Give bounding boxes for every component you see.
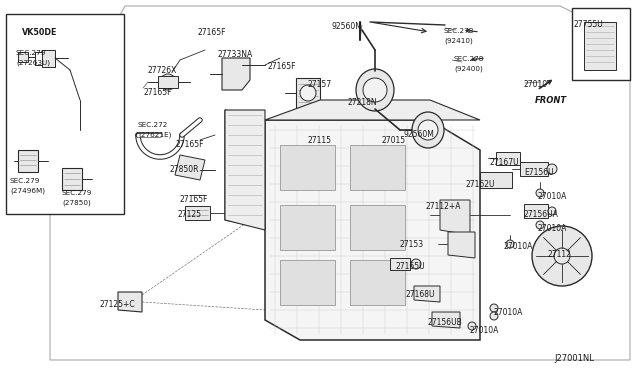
Circle shape [411, 259, 421, 269]
Bar [280, 145, 335, 190]
Text: 27153: 27153 [400, 240, 424, 249]
Polygon shape [480, 172, 512, 188]
Polygon shape [225, 110, 265, 230]
Polygon shape [18, 150, 38, 172]
Text: VK50DE: VK50DE [22, 28, 58, 37]
Polygon shape [448, 232, 475, 258]
Text: J27001NL: J27001NL [554, 354, 594, 363]
Bar [6, 14, 124, 214]
Text: 27010A: 27010A [538, 224, 568, 233]
Text: SEC.278: SEC.278 [454, 56, 484, 62]
Polygon shape [18, 52, 28, 62]
Circle shape [468, 322, 476, 330]
Text: 27010A: 27010A [538, 192, 568, 201]
Text: (27263U): (27263U) [16, 60, 50, 67]
Circle shape [490, 304, 498, 312]
Bar [390, 258, 410, 270]
Bar [350, 145, 405, 190]
Bar [158, 76, 178, 88]
Text: 27165F: 27165F [268, 62, 296, 71]
Polygon shape [50, 6, 630, 360]
Ellipse shape [412, 112, 444, 148]
Polygon shape [440, 200, 470, 235]
Text: 92560M: 92560M [404, 130, 435, 139]
Text: (92410): (92410) [444, 38, 473, 45]
Text: 27165F: 27165F [180, 195, 209, 204]
Circle shape [554, 248, 570, 264]
Polygon shape [265, 120, 480, 340]
Text: 27755U: 27755U [574, 20, 604, 29]
Text: SEC.279: SEC.279 [16, 50, 46, 56]
Polygon shape [42, 50, 55, 67]
Text: 27733NA: 27733NA [218, 50, 253, 59]
Circle shape [536, 189, 544, 197]
Text: SEC.279: SEC.279 [62, 190, 92, 196]
Text: FRONT: FRONT [535, 96, 567, 105]
Text: 27726X: 27726X [148, 66, 177, 75]
Text: 27125+C: 27125+C [100, 300, 136, 309]
Bar [280, 205, 335, 250]
Polygon shape [222, 58, 250, 90]
Text: (27621E): (27621E) [138, 132, 172, 138]
Ellipse shape [356, 69, 394, 111]
Polygon shape [225, 110, 250, 225]
Text: 27010A: 27010A [504, 242, 533, 251]
Text: 27162U: 27162U [466, 180, 495, 189]
Polygon shape [296, 78, 320, 108]
Circle shape [536, 221, 544, 229]
Text: 27165F: 27165F [176, 140, 205, 149]
Text: 92560M: 92560M [332, 22, 363, 31]
Polygon shape [414, 286, 440, 302]
Text: SEC.272: SEC.272 [138, 122, 168, 128]
Text: 27010A: 27010A [470, 326, 499, 335]
Text: 27115: 27115 [308, 136, 332, 145]
Bar [280, 260, 335, 305]
Circle shape [506, 240, 514, 248]
Bar [350, 205, 405, 250]
Bar [350, 260, 405, 305]
Text: 27157: 27157 [308, 80, 332, 89]
Text: 27168U: 27168U [405, 290, 435, 299]
Text: 27010: 27010 [524, 80, 548, 89]
Circle shape [363, 78, 387, 102]
Text: 27850R: 27850R [170, 165, 200, 174]
Circle shape [532, 226, 592, 286]
Text: (27850): (27850) [62, 200, 91, 206]
Polygon shape [265, 100, 480, 120]
Polygon shape [520, 162, 548, 176]
Polygon shape [118, 292, 142, 312]
Text: 27218N: 27218N [348, 98, 378, 107]
Text: 27015: 27015 [382, 136, 406, 145]
Bar [572, 8, 630, 80]
Text: 27156UA: 27156UA [524, 210, 559, 219]
Text: (27496M): (27496M) [10, 188, 45, 195]
Polygon shape [175, 155, 205, 180]
Circle shape [160, 74, 176, 90]
Text: 27156UB: 27156UB [428, 318, 463, 327]
Text: E7156U: E7156U [524, 168, 554, 177]
Polygon shape [496, 152, 520, 165]
Circle shape [547, 164, 557, 174]
Text: 27112: 27112 [548, 250, 572, 259]
Text: SEC.279: SEC.279 [10, 178, 40, 184]
Polygon shape [185, 206, 210, 220]
Text: 27125: 27125 [178, 210, 202, 219]
Text: 27165F: 27165F [143, 88, 172, 97]
Text: 27167U: 27167U [490, 158, 520, 167]
Polygon shape [432, 312, 460, 328]
Text: 27165F: 27165F [198, 28, 227, 37]
Bar [584, 22, 616, 70]
Circle shape [418, 120, 438, 140]
Circle shape [548, 207, 556, 215]
Text: 27010A: 27010A [494, 308, 524, 317]
Polygon shape [524, 204, 548, 218]
Circle shape [300, 85, 316, 101]
Polygon shape [62, 168, 82, 190]
Text: 27165U: 27165U [395, 262, 424, 271]
Circle shape [490, 312, 498, 320]
Text: 27112+A: 27112+A [425, 202, 461, 211]
Text: (92400): (92400) [454, 66, 483, 73]
Text: SEC.278: SEC.278 [444, 28, 474, 34]
